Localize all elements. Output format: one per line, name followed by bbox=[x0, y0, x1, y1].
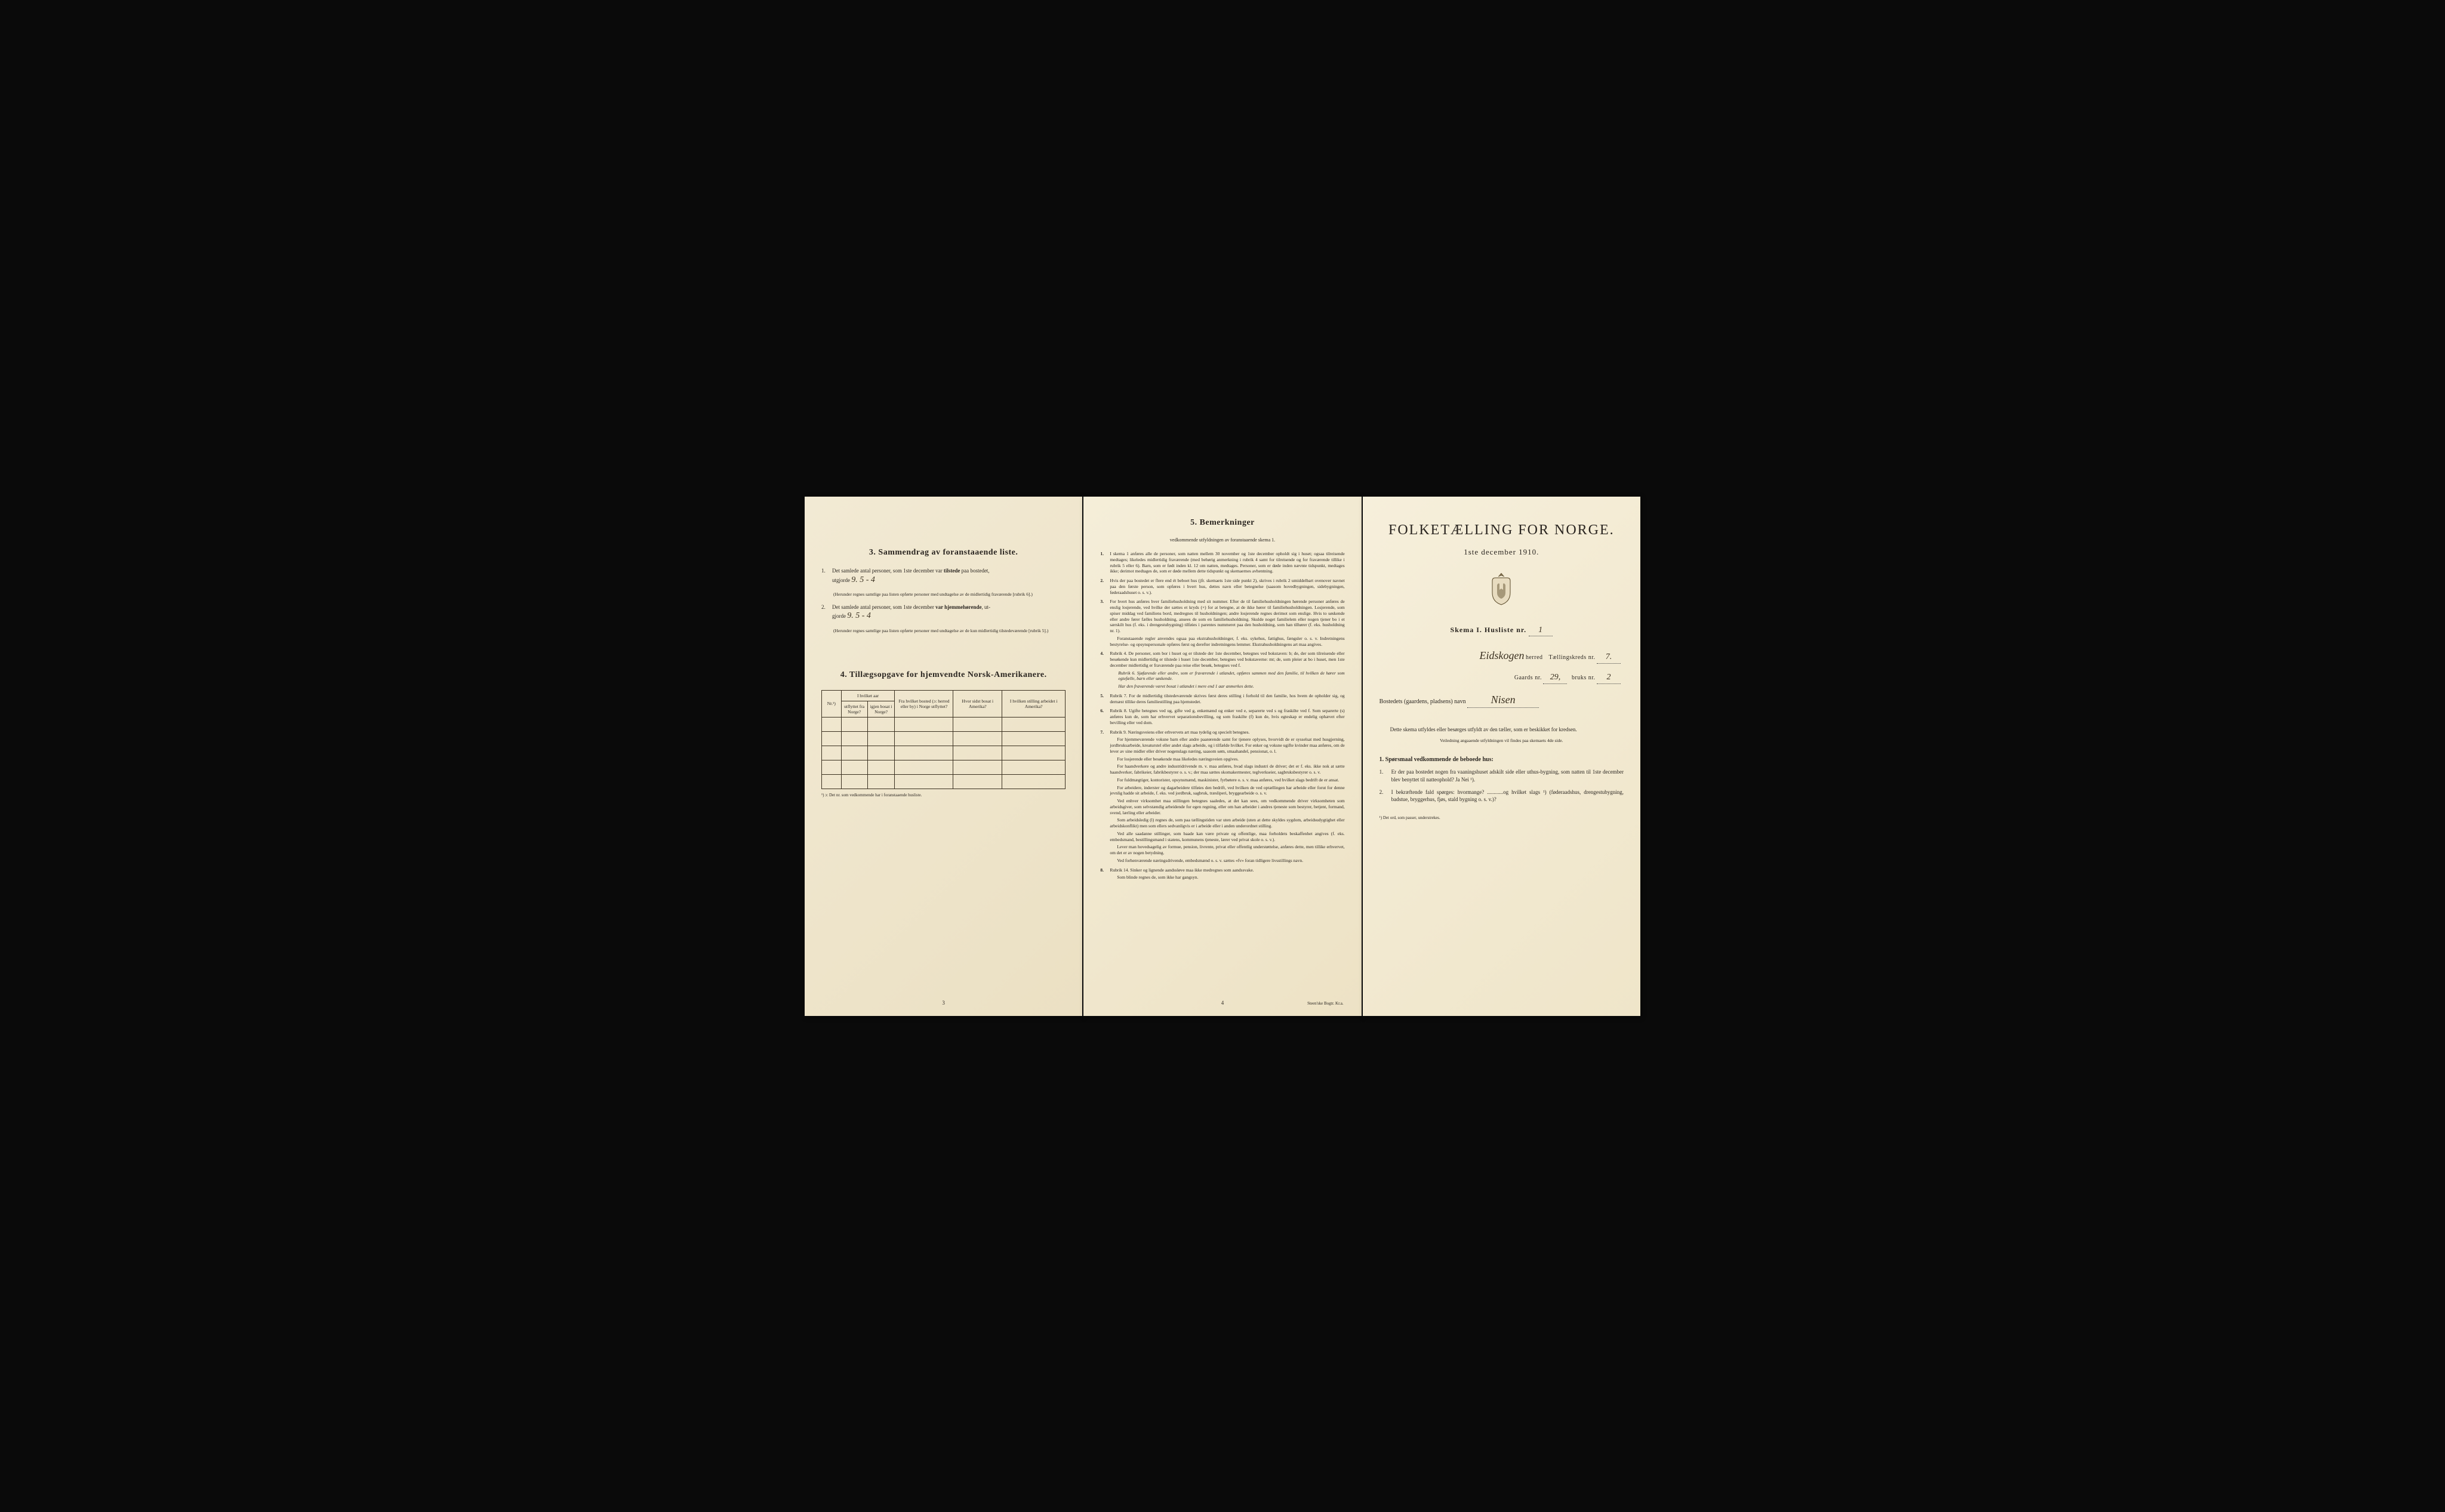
page-left: 3. Sammendrag av foranstaaende liste. 1.… bbox=[805, 497, 1082, 1016]
table-row bbox=[822, 760, 1066, 774]
bruks-nr: 2 bbox=[1597, 672, 1621, 684]
table-row bbox=[822, 731, 1066, 746]
remark-item: 2.Hvis der paa bostedet er flere end ét … bbox=[1100, 578, 1344, 595]
main-title: FOLKETÆLLING FOR NORGE. bbox=[1379, 521, 1624, 540]
summary-item-1: 1. Det samlede antal personer, som 1ste … bbox=[821, 567, 1066, 586]
page-number: 3 bbox=[942, 999, 945, 1006]
table-row bbox=[822, 717, 1066, 731]
gaards-nr: 29, bbox=[1543, 672, 1567, 684]
printer-mark: Steen'ske Bogtr. Kr.a. bbox=[1307, 1001, 1344, 1006]
handwritten-count-2: 9. 5 - 4 bbox=[847, 611, 871, 620]
footnote: ¹) Det ord, som passer, understrekes. bbox=[1379, 815, 1624, 821]
amerikanere-table: Nr.¹) I hvilket aar Fra hvilket bosted (… bbox=[821, 690, 1066, 789]
kreds-nr: 7. bbox=[1597, 652, 1621, 664]
husliste-nr: 1 bbox=[1529, 625, 1553, 637]
remark-item: 4.Rubrik 4. De personer, som bor i huset… bbox=[1100, 651, 1344, 689]
summary-item-2: 2. Det samlede antal personer, som 1ste … bbox=[821, 603, 1066, 622]
herred-line: Eidskogen herred Tællingskreds nr. 7. bbox=[1379, 648, 1624, 664]
instruction-sub: Veiledning angaaende utfyldningen vil fi… bbox=[1379, 738, 1624, 744]
remark-item: 6.Rubrik 8. Ugifte betegnes ved ug, gift… bbox=[1100, 708, 1344, 725]
section-5-header: 5. Bemerkninger bbox=[1100, 518, 1344, 529]
gaards-line: Gaards nr. 29, bruks nr. 2 bbox=[1379, 672, 1624, 684]
bosted-name: Nisen bbox=[1467, 692, 1539, 707]
remark-item: 5.Rubrik 7. For de midlertidig tilstedev… bbox=[1100, 693, 1344, 705]
bosted-line: Bostedets (gaardens, pladsens) navn Nise… bbox=[1379, 692, 1624, 707]
herred-name: Eidskogen bbox=[1480, 649, 1525, 661]
section-3-header: 3. Sammendrag av foranstaaende liste. bbox=[821, 547, 1066, 559]
question-2: 2. I bekræftende fald spørges: hvormange… bbox=[1379, 789, 1624, 803]
remark-item: 3.For hvert hus anføres hver familiehush… bbox=[1100, 599, 1344, 647]
page-right: FOLKETÆLLING FOR NORGE. 1ste december 19… bbox=[1363, 497, 1640, 1016]
instruction-text: Dette skema utfyldes eller besørges utfy… bbox=[1379, 726, 1624, 733]
remark-item: 1.I skema 1 anføres alle de personer, so… bbox=[1100, 551, 1344, 574]
section-4-header: 4. Tillægsopgave for hjemvendte Norsk-Am… bbox=[821, 670, 1066, 681]
census-date: 1ste december 1910. bbox=[1379, 547, 1624, 558]
page-center: 5. Bemerkninger vedkommende utfyldningen… bbox=[1083, 497, 1361, 1016]
remark-item: 7.Rubrik 9. Næringsveiens eller erhverve… bbox=[1100, 729, 1344, 864]
question-1: 1. Er der paa bostedet nogen fra vaaning… bbox=[1379, 768, 1624, 783]
skema-line: Skema I. Husliste nr. 1 bbox=[1379, 625, 1624, 637]
question-header: 1. Spørsmaal vedkommende de beboede hus: bbox=[1379, 756, 1624, 764]
item1-note: (Herunder regnes samtlige paa listen opf… bbox=[833, 592, 1066, 598]
handwritten-count-1: 9. 5 - 4 bbox=[851, 575, 875, 584]
table-footnote: ¹) ɔ: Det nr. som vedkommende har i fora… bbox=[821, 793, 1066, 798]
page-number: 4 bbox=[1221, 999, 1224, 1006]
table-row bbox=[822, 746, 1066, 760]
item2-note: (Herunder regnes samtlige paa listen opf… bbox=[833, 628, 1066, 634]
remarks-list: 1.I skema 1 anføres alle de personer, so… bbox=[1100, 551, 1344, 880]
document-container: 3. Sammendrag av foranstaaende liste. 1.… bbox=[805, 497, 1640, 1016]
royal-crest-icon bbox=[1379, 572, 1624, 609]
section-5-sub: vedkommende utfyldningen av foranstaaend… bbox=[1100, 537, 1344, 544]
table-row bbox=[822, 774, 1066, 789]
remark-item: 8.Rubrik 14. Sinker og lignende aandsslø… bbox=[1100, 867, 1344, 881]
